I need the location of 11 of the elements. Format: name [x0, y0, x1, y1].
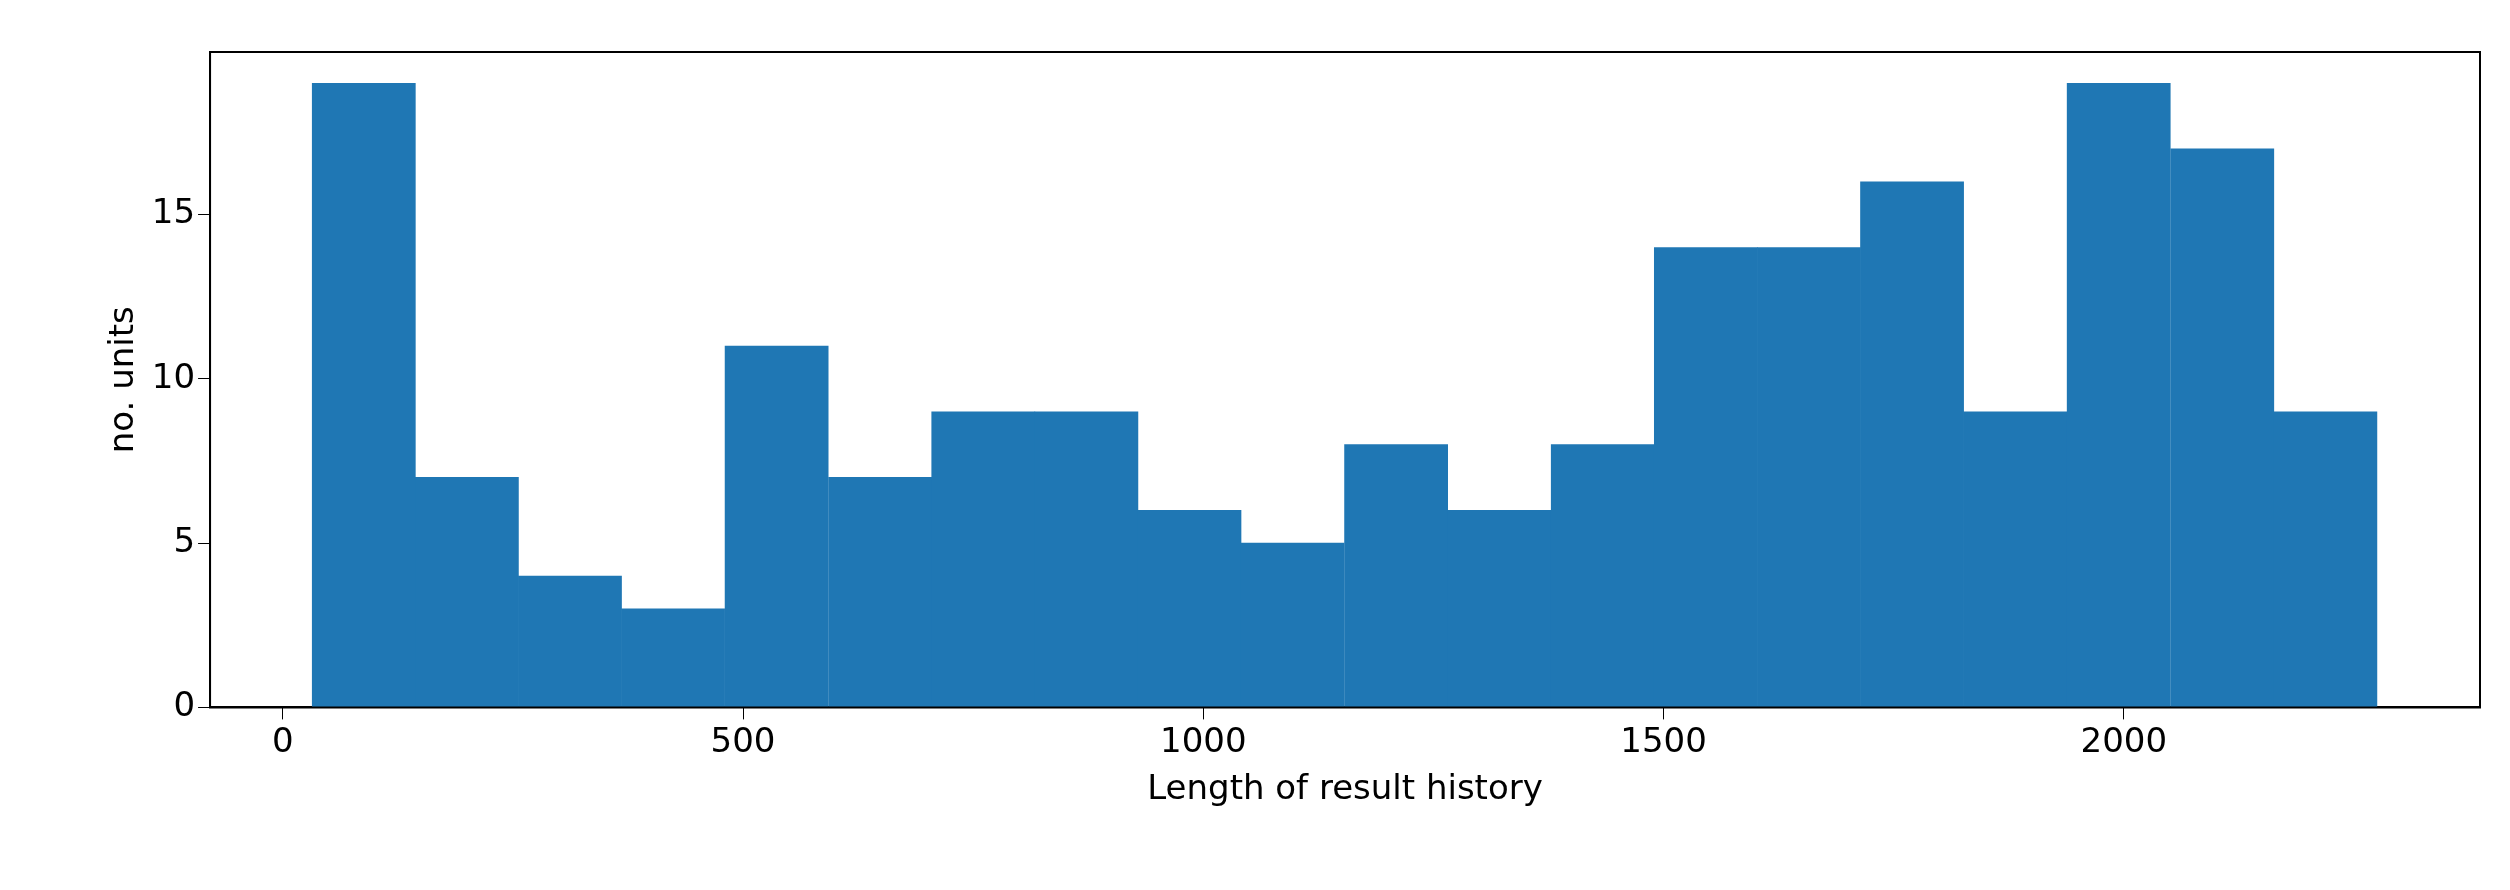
x-tick-label: 2000: [2080, 719, 2168, 760]
y-tick-label: 10: [151, 355, 196, 396]
y-tick-label: 15: [151, 191, 196, 232]
x-tick-label: 1000: [1160, 719, 1247, 760]
x-axis-title: Length of result history: [1147, 767, 1543, 808]
x-tick-label: 500: [710, 719, 776, 760]
x-tick-label: 1500: [1620, 719, 1707, 760]
y-axis-title: no. units: [101, 306, 142, 454]
y-tick-label: 0: [173, 684, 196, 725]
x-tick-label: 0: [271, 719, 294, 760]
y-tick-label: 5: [173, 519, 196, 560]
